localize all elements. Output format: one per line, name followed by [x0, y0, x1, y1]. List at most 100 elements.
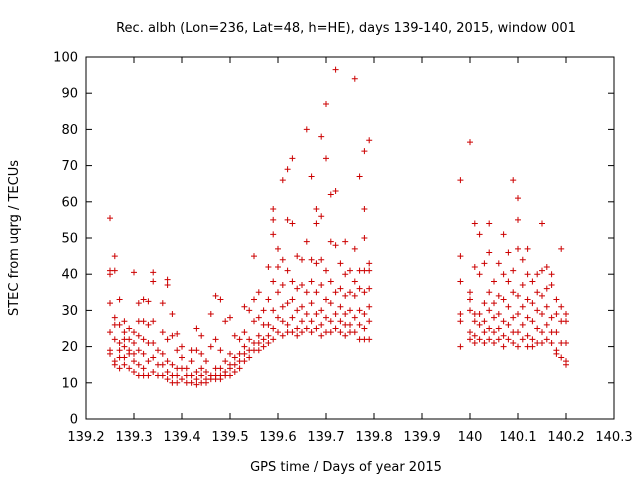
data-point [318, 256, 325, 263]
data-point [308, 173, 315, 180]
data-point [303, 325, 310, 332]
data-point [553, 311, 560, 318]
data-point [500, 332, 507, 339]
data-point [543, 321, 550, 328]
data-point [313, 206, 320, 213]
data-point [188, 358, 195, 365]
data-point [126, 365, 133, 372]
data-point [265, 263, 272, 270]
data-point [515, 195, 521, 202]
data-point [270, 336, 277, 343]
x-tick-label: 139.9 [403, 430, 440, 445]
data-point [347, 289, 353, 296]
data-point [563, 339, 569, 346]
x-tick-label: 139.6 [259, 430, 296, 445]
data-point [505, 249, 512, 256]
data-point [313, 260, 320, 267]
data-point [539, 292, 545, 299]
data-point [491, 314, 497, 321]
data-point [251, 253, 257, 260]
data-point [337, 318, 344, 325]
data-point [510, 289, 517, 296]
data-point [284, 321, 291, 328]
data-point [260, 343, 267, 350]
data-point [457, 318, 464, 325]
data-point [284, 300, 291, 307]
data-point [467, 307, 473, 314]
data-point [111, 361, 118, 368]
data-point [299, 256, 305, 263]
data-point [351, 75, 358, 82]
data-point [548, 282, 555, 289]
data-point [279, 318, 286, 325]
x-tick-label: 140.3 [595, 430, 632, 445]
data-point [332, 242, 339, 249]
data-point [212, 336, 219, 343]
data-point [111, 336, 118, 343]
data-point [476, 336, 483, 343]
data-point [351, 292, 358, 299]
data-point [135, 361, 142, 368]
data-point [534, 307, 541, 314]
data-point [476, 321, 483, 328]
data-point [356, 285, 363, 292]
data-point [164, 358, 171, 365]
data-point [332, 66, 339, 73]
data-point [284, 267, 291, 274]
data-point [534, 325, 541, 332]
data-point [486, 336, 493, 343]
data-point [491, 339, 497, 346]
data-point [543, 303, 550, 310]
data-point [500, 296, 507, 303]
data-point [279, 256, 286, 263]
data-point [529, 343, 536, 350]
data-point [327, 191, 334, 198]
data-point [356, 307, 363, 314]
data-point [510, 177, 517, 184]
data-point [491, 300, 497, 307]
data-point [323, 296, 329, 303]
data-point [111, 314, 118, 321]
data-point [265, 339, 272, 346]
data-point [212, 292, 219, 299]
data-point [131, 358, 137, 365]
data-point [519, 303, 526, 310]
data-point [241, 343, 248, 350]
data-point [231, 361, 238, 368]
data-point [481, 329, 488, 336]
x-tick-label: 140 [458, 430, 483, 445]
data-point [361, 206, 368, 213]
data-point [342, 271, 349, 278]
data-point [313, 325, 320, 332]
data-point [510, 267, 517, 274]
data-point [356, 321, 363, 328]
data-point [159, 329, 166, 336]
data-point [265, 296, 272, 303]
data-point [486, 325, 493, 332]
data-point [135, 300, 142, 307]
data-point [251, 318, 257, 325]
x-tick-label: 140.2 [547, 430, 584, 445]
data-point [111, 253, 118, 260]
data-point [486, 289, 493, 296]
data-point [203, 368, 209, 375]
data-point [366, 285, 373, 292]
data-point [116, 296, 123, 303]
data-point [169, 311, 176, 318]
data-point [308, 329, 315, 336]
data-point [515, 292, 521, 299]
data-point [534, 289, 541, 296]
data-point [260, 307, 267, 314]
data-point [515, 245, 521, 252]
data-point [126, 336, 133, 343]
data-point [246, 354, 253, 361]
data-point [174, 379, 181, 386]
data-point [476, 311, 483, 318]
data-point [342, 238, 349, 245]
data-point [159, 350, 166, 357]
data-point [318, 321, 325, 328]
data-point [553, 350, 560, 357]
data-point [342, 311, 349, 318]
y-axis-ticks: 0 10 20 30 40 50 60 70 80 90 100 [53, 51, 614, 428]
y-tick-label: 0 [70, 413, 78, 428]
